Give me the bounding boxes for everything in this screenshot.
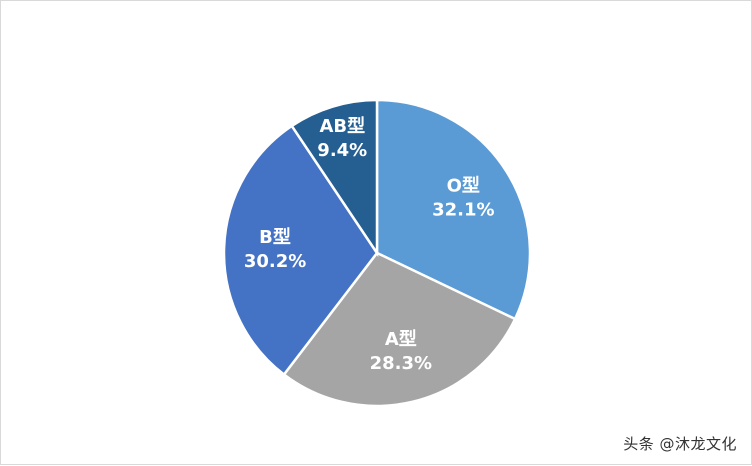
pie-slice-ab: [290, 98, 379, 258]
slice-category-label: AB型: [319, 115, 365, 137]
slice-category-label: A型: [385, 328, 417, 350]
slice-value-label: 28.3%: [370, 353, 432, 374]
slice-category-label: O型: [447, 175, 480, 197]
pie-slice-o: [375, 98, 532, 321]
slice-value-label: 9.4%: [317, 140, 367, 161]
watermark-text: 头条 @沐龙文化: [623, 435, 737, 453]
pie-slice-b: [222, 124, 379, 377]
pie-slice-a: [282, 251, 517, 408]
slice-category-label: B型: [259, 226, 291, 248]
slice-value-label: 32.1%: [432, 200, 494, 221]
slice-value-label: 30.2%: [244, 251, 306, 272]
